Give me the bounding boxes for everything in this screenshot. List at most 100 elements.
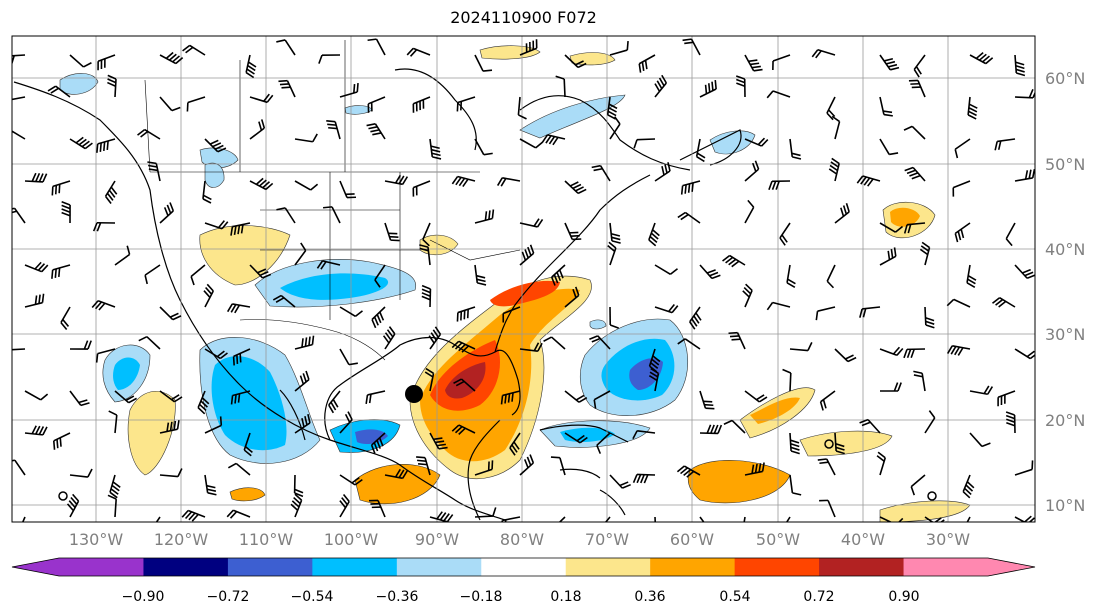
longitude-labels: 130°W 120°W 110°W 100°W 90°W 80°W 70°W 6… (69, 530, 970, 549)
wind-barb (969, 385, 994, 396)
wind-barb (519, 244, 535, 266)
wind-barb (456, 306, 476, 322)
wind-barb (879, 346, 904, 357)
storm-location-marker (405, 385, 423, 403)
wind-barb (904, 166, 926, 182)
wind-barb (144, 264, 161, 285)
wind-barb (966, 516, 971, 522)
wind-barb (368, 499, 386, 518)
gridlines (12, 36, 1035, 522)
wind-barb (876, 451, 887, 476)
wind-barb (66, 493, 80, 518)
colorbar-segment (227, 558, 313, 576)
wind-barb (919, 241, 931, 266)
wind-barb (424, 367, 435, 392)
wind-barb (789, 474, 802, 496)
wind-barb (95, 348, 116, 363)
wind-barb (699, 424, 723, 435)
wind-barb (109, 474, 121, 499)
wind-barb (648, 367, 660, 392)
wind-barb (541, 134, 566, 146)
wind-barb (294, 242, 307, 266)
wind-barb (789, 432, 800, 455)
wind-barb (609, 474, 631, 489)
wind-barb (517, 96, 527, 120)
wind-barb (654, 162, 671, 182)
wind-barb (249, 119, 266, 140)
wind-barb (786, 264, 796, 288)
wind-barb (591, 164, 611, 182)
wind-barb (429, 138, 442, 160)
wind-barb (69, 136, 93, 150)
colorbar-segment (819, 558, 905, 576)
wind-barb (24, 425, 48, 436)
wind-barb (243, 432, 253, 457)
wind-barb (272, 294, 296, 308)
wind-barb (232, 348, 251, 366)
wind-barb (412, 180, 431, 197)
wind-barb (879, 222, 904, 233)
wind-barb (609, 116, 621, 140)
wind-barb (969, 432, 991, 448)
wind-barb (744, 390, 768, 403)
wind-barb (52, 432, 71, 450)
lon-label: 110°W (239, 530, 294, 549)
wind-barb (819, 390, 836, 411)
wind-barb (339, 411, 353, 434)
colorbar-segment (650, 558, 736, 576)
lat-label: 60°N (1045, 69, 1085, 88)
wind-barb (954, 138, 971, 159)
wind-barb (429, 511, 454, 522)
wind-barb (278, 79, 296, 98)
wind-barb (293, 474, 304, 498)
wind-barb (316, 260, 341, 270)
wind-barb (908, 79, 926, 98)
wind-barb (339, 306, 363, 318)
wind-barb (382, 326, 396, 350)
wind-barb (811, 48, 836, 59)
wind-barb (924, 410, 936, 434)
wind-barb (607, 241, 617, 266)
wind-barb (819, 499, 836, 518)
wind-barb (366, 122, 386, 140)
wind-barb (339, 82, 359, 98)
wind-barb (226, 303, 251, 314)
wind-barb (903, 348, 926, 359)
wind-barb (51, 180, 71, 196)
wind-barb (276, 207, 296, 224)
wind-barb (831, 115, 841, 140)
wind-barb (879, 96, 893, 117)
wind-barb (903, 125, 926, 140)
wind-barb (159, 390, 183, 403)
colorbar-outline (11, 557, 1036, 577)
wind-barb (328, 390, 341, 414)
map-frame (11, 35, 1036, 523)
lat-label: 20°N (1045, 411, 1085, 430)
wind-barb (107, 74, 117, 98)
wind-barb (826, 264, 836, 289)
wind-barb (47, 85, 71, 98)
wind-barb (834, 348, 857, 363)
wind-barb (204, 138, 227, 153)
wind-barb (384, 468, 409, 480)
wind-barb (632, 429, 656, 440)
wind-barb (339, 493, 350, 518)
wind-barb (834, 432, 845, 455)
wind-barb (564, 180, 587, 195)
wind-barb (633, 138, 656, 149)
colorbar-segment (59, 558, 144, 576)
wind-barb (12, 54, 26, 65)
wind-barb (593, 390, 611, 409)
wind-barb (202, 180, 212, 204)
wind-barb (412, 96, 431, 113)
lon-label: 40°W (841, 530, 885, 549)
colorbar-segment (312, 558, 398, 576)
lat-label: 30°N (1045, 325, 1085, 344)
colorbar-segment (481, 558, 567, 576)
wind-barb (374, 264, 386, 288)
wind-barb (159, 306, 182, 321)
wind-barb (107, 494, 117, 518)
wind-barb (290, 493, 303, 518)
wind-barb (370, 432, 386, 454)
